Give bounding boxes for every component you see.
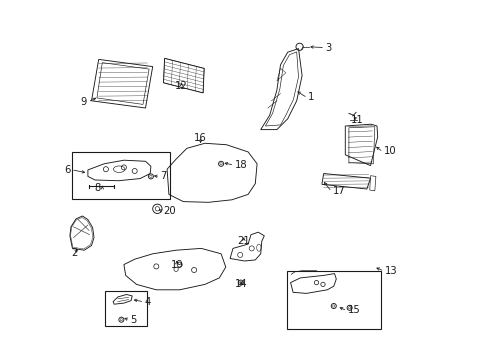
Text: 19: 19 — [170, 260, 183, 270]
Bar — [72, 152, 169, 199]
Text: 6: 6 — [64, 165, 70, 175]
Text: 16: 16 — [194, 132, 206, 143]
Text: 9: 9 — [81, 96, 87, 107]
Text: 10: 10 — [383, 146, 396, 156]
Text: 5: 5 — [130, 315, 137, 325]
Text: 18: 18 — [234, 160, 247, 170]
Text: 7: 7 — [160, 171, 167, 181]
Text: 1: 1 — [307, 92, 314, 102]
Text: 11: 11 — [350, 114, 363, 125]
Text: 4: 4 — [144, 297, 151, 307]
Text: 13: 13 — [384, 266, 397, 276]
Text: 21: 21 — [237, 236, 250, 246]
Text: 20: 20 — [163, 206, 175, 216]
Text: 12: 12 — [175, 81, 187, 91]
Text: 2: 2 — [71, 248, 78, 258]
Text: 14: 14 — [235, 279, 247, 289]
Text: 8: 8 — [94, 183, 101, 193]
Text: 3: 3 — [325, 42, 331, 53]
Text: 15: 15 — [347, 305, 360, 315]
Bar — [104, 291, 147, 326]
Text: 17: 17 — [332, 186, 345, 196]
Bar — [286, 271, 381, 329]
